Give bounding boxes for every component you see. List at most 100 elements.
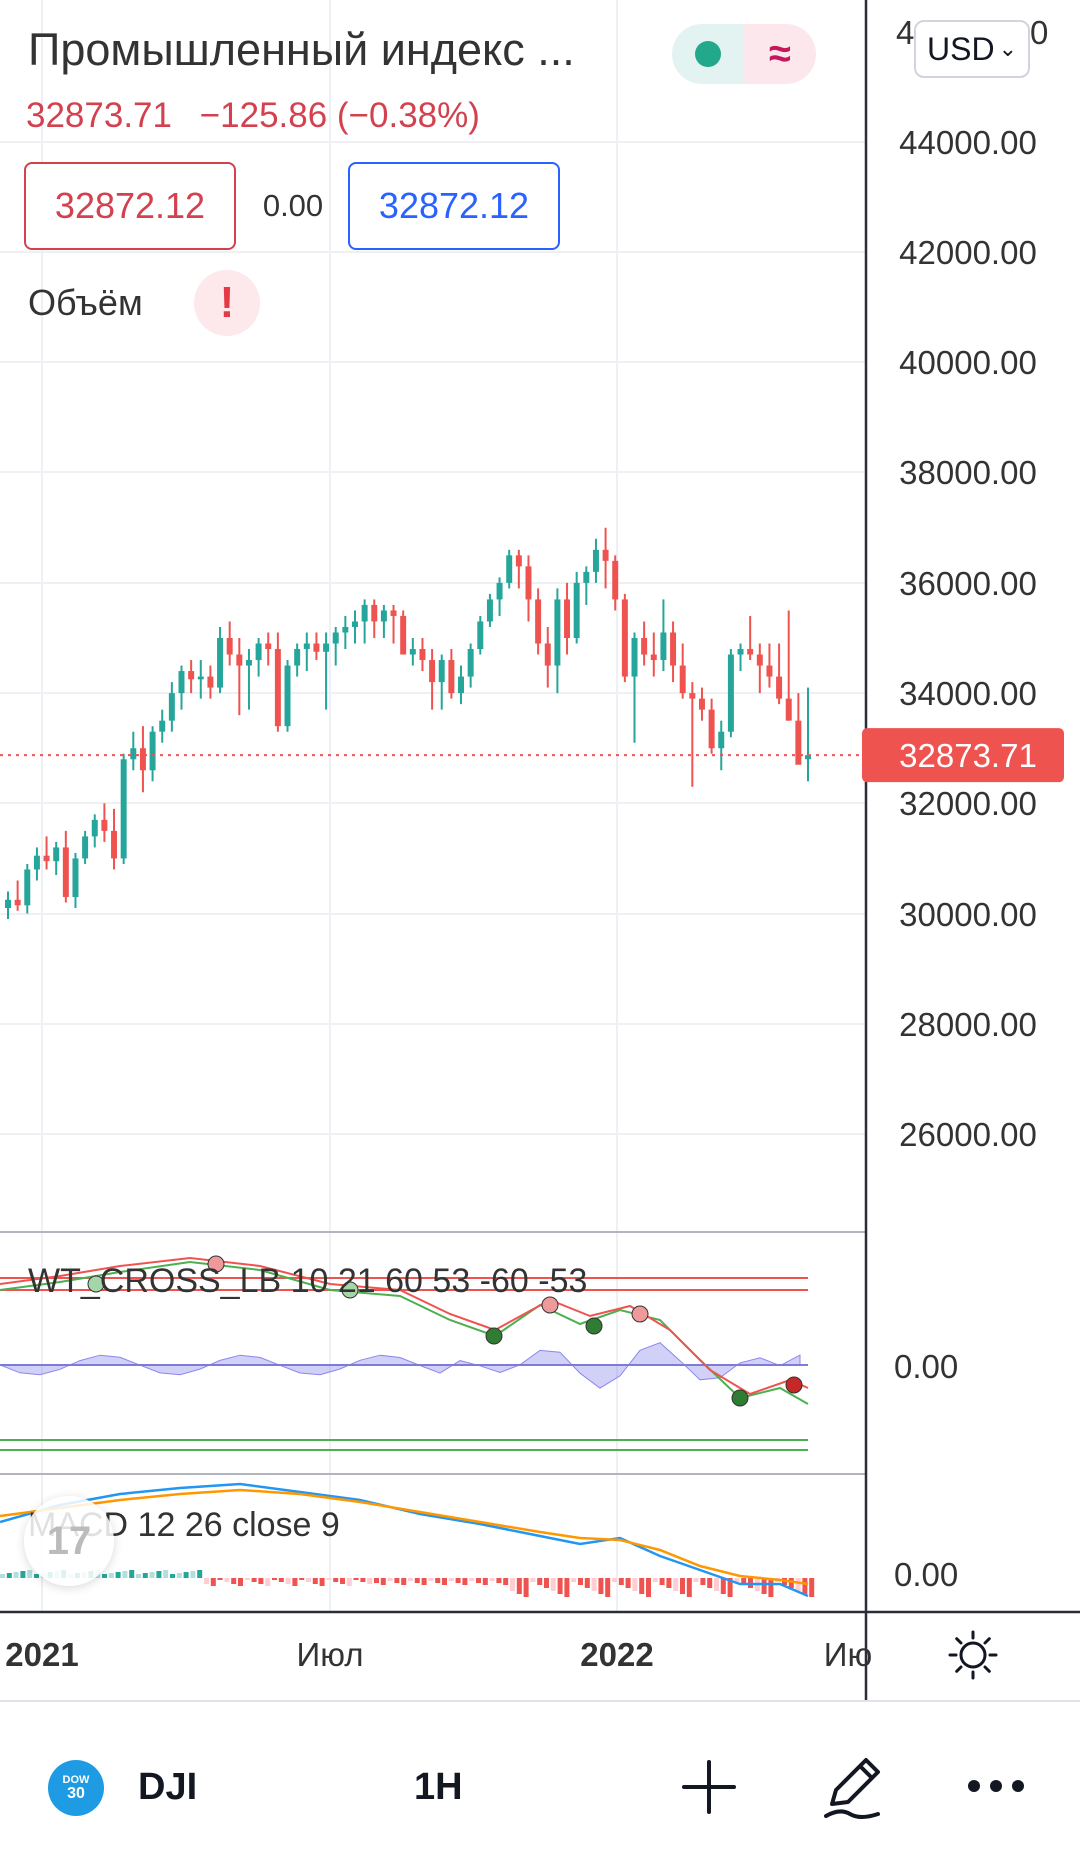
candle-body <box>525 566 532 600</box>
macd-histogram-bar <box>700 1578 706 1585</box>
macd-histogram-bar <box>632 1578 638 1591</box>
time-tick-label: 2021 <box>5 1636 78 1673</box>
macd-histogram-bar <box>244 1578 250 1580</box>
candle-body <box>583 571 590 583</box>
wt-cross-dot <box>485 1327 503 1345</box>
macd-histogram-bar <box>523 1578 529 1597</box>
candle-body <box>294 649 301 666</box>
candle-body <box>756 654 763 666</box>
candle-body <box>82 836 89 859</box>
plus-icon[interactable] <box>680 1758 738 1816</box>
candle-body <box>226 638 233 655</box>
candle-body <box>14 899 21 906</box>
macd-histogram-bar <box>27 1570 33 1578</box>
candle-body <box>178 671 185 694</box>
wt-zero-label: 0.00 <box>894 1348 958 1385</box>
macd-histogram-bar <box>353 1578 359 1580</box>
candlestick-series[interactable] <box>5 527 811 920</box>
candle-body <box>342 626 349 633</box>
symbol-button[interactable]: DJI <box>138 1766 198 1808</box>
price-tick-label: 38000.00 <box>899 454 1037 491</box>
price-axis[interactable]: 44000.00 42000.00 40000.00 38000.00 36000.00… <box>862 0 1080 1610</box>
macd-histogram-bar <box>591 1578 597 1591</box>
chart-canvas[interactable]: 44000.00 42000.00 40000.00 38000.00 36000.00… <box>0 0 1080 1700</box>
macd-histogram-bar <box>686 1578 692 1597</box>
candle-body <box>612 560 619 600</box>
candle-body <box>458 676 464 694</box>
instrument-title[interactable]: Промышленный индекс ... <box>28 24 575 75</box>
candle-body <box>554 599 561 666</box>
macd-histogram-bar <box>340 1578 345 1584</box>
macd-histogram-bar <box>312 1578 318 1584</box>
macd-histogram-bar <box>537 1578 543 1585</box>
candle-body <box>168 693 175 721</box>
macd-zero-label: 0.00 <box>894 1556 958 1593</box>
macd-histogram-bar <box>448 1578 454 1581</box>
price-tick-label: 34000.00 <box>899 675 1037 712</box>
time-axis[interactable]: 2021 Июл 2022 Ию <box>5 1636 872 1673</box>
macd-histogram-bar <box>428 1578 434 1581</box>
volume-indicator-label[interactable]: Объём <box>28 282 143 323</box>
price-tick-partial: 4 <box>896 14 914 51</box>
macd-histogram-bar <box>788 1578 794 1588</box>
price-tick-label: 32000.00 <box>899 785 1037 822</box>
dow30-logo[interactable]: DOW 30 <box>48 1760 104 1816</box>
candle-body <box>679 665 686 694</box>
chevron-down-icon: ⌄ <box>998 36 1017 61</box>
candle-body <box>323 643 330 652</box>
macd-histogram-bar <box>156 1571 162 1578</box>
candle-body <box>274 649 281 727</box>
macd-histogram-bar <box>183 1572 189 1578</box>
macd-histogram-bar <box>346 1578 352 1586</box>
macd-histogram-bar <box>102 1574 107 1578</box>
candle-body <box>747 649 754 655</box>
wt-cross-pane[interactable] <box>0 1255 809 1451</box>
candle-body <box>409 649 416 655</box>
more-icon[interactable] <box>966 1774 1026 1798</box>
macd-histogram-bar <box>394 1578 400 1583</box>
macd-histogram-bar <box>646 1578 651 1597</box>
macd-histogram-bar <box>482 1578 488 1585</box>
macd-histogram-bar <box>136 1574 141 1578</box>
candle-body <box>313 643 320 652</box>
candle-body <box>149 731 156 771</box>
currency-selector[interactable]: USD ⌄ <box>914 20 1030 78</box>
macd-histogram-bar <box>149 1572 155 1578</box>
macd-histogram-bar <box>414 1578 420 1583</box>
macd-histogram-bar <box>13 1572 19 1578</box>
candle-body <box>111 830 118 859</box>
price-tick-label: 26000.00 <box>899 1116 1037 1153</box>
time-tick-label: Ию <box>824 1636 872 1673</box>
pencil-icon[interactable] <box>820 1752 886 1822</box>
candle-body <box>602 549 609 561</box>
wt-cross-indicator-label[interactable]: WT_CROSS_LB 10 21 60 53 -60 -53 <box>28 1262 588 1300</box>
replay-icon[interactable]: 17 <box>24 1496 114 1586</box>
wt-cross-dot <box>207 1255 225 1273</box>
candle-body <box>101 819 108 831</box>
macd-histogram-bar <box>809 1578 815 1597</box>
macd-histogram-bar <box>387 1578 393 1581</box>
wt-cross-dot <box>631 1305 649 1323</box>
candle-body <box>419 649 426 661</box>
currency-label: USD <box>927 30 995 67</box>
macd-histogram-bar <box>469 1578 475 1581</box>
sell-button[interactable]: 32872.12 <box>24 162 236 250</box>
buy-button[interactable]: 32872.12 <box>348 162 560 250</box>
warning-icon[interactable]: ! <box>194 270 260 336</box>
candle-body <box>631 638 638 677</box>
price-tick-label: 36000.00 <box>899 565 1037 602</box>
macd-signal-line <box>0 1488 809 1586</box>
candle-body <box>390 610 397 616</box>
macd-histogram-bar <box>673 1578 679 1591</box>
interval-button[interactable]: 1H <box>414 1766 463 1808</box>
market-status-pill[interactable]: ≈ <box>672 24 816 84</box>
candle-body <box>448 660 455 694</box>
candle-body <box>660 632 667 661</box>
macd-histogram-bar <box>618 1578 624 1585</box>
settings-gear-icon[interactable] <box>946 1628 1000 1682</box>
delayed-data-icon: ≈ <box>744 24 816 84</box>
candle-body <box>303 643 310 650</box>
macd-histogram-bar <box>612 1578 617 1582</box>
candle-body <box>544 643 551 666</box>
candle-body <box>506 555 513 583</box>
